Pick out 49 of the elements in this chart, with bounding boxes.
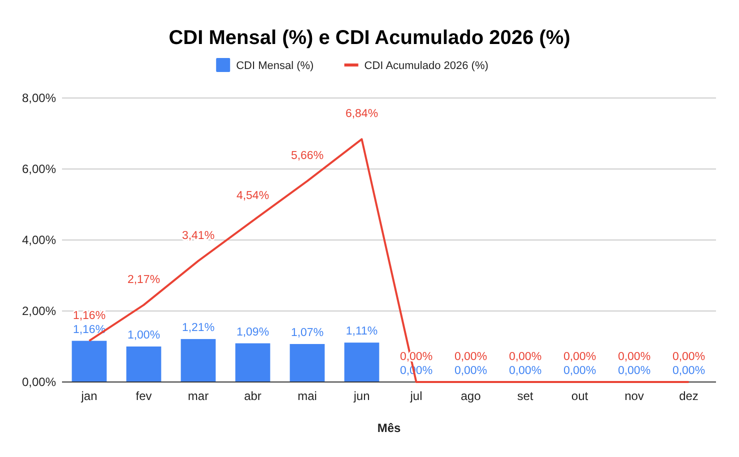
data-label: 1,16% bbox=[72, 310, 106, 322]
bar bbox=[290, 344, 325, 382]
data-label: 1,09% bbox=[236, 326, 270, 338]
data-label: 6,84% bbox=[345, 108, 378, 120]
x-tick-label: jul bbox=[409, 389, 422, 403]
data-label: 0,00% bbox=[454, 351, 488, 363]
data-label: 4,54% bbox=[236, 190, 270, 202]
data-label: 0,00% bbox=[618, 351, 651, 363]
data-label: 1,16% bbox=[72, 324, 106, 336]
bar bbox=[126, 346, 162, 382]
x-tick-label: abr bbox=[244, 389, 262, 403]
x-tick-label: mai bbox=[298, 389, 317, 403]
data-label: 0,00% bbox=[508, 351, 542, 363]
legend-label: CDI Acumulado 2026 (%) bbox=[364, 60, 488, 72]
bar bbox=[235, 343, 270, 382]
x-tick-label: out bbox=[571, 389, 589, 403]
data-label: 3,41% bbox=[182, 230, 215, 242]
x-tick-label: dez bbox=[679, 389, 698, 403]
data-label: 0,00% bbox=[563, 351, 596, 363]
chart-title: CDI Mensal (%) e CDI Acumulado 2026 (%) bbox=[168, 27, 570, 49]
x-tick-label: jan bbox=[80, 389, 98, 403]
x-axis-title: Mês bbox=[377, 421, 401, 435]
y-tick-label: 0,00% bbox=[22, 375, 56, 389]
x-tick-label: fev bbox=[136, 389, 152, 403]
x-tick-label: ago bbox=[460, 389, 482, 403]
y-tick-label: 8,00% bbox=[22, 91, 56, 105]
data-label: 0,00% bbox=[672, 365, 706, 377]
data-label: 0,00% bbox=[563, 365, 596, 377]
y-tick-label: 4,00% bbox=[22, 233, 56, 247]
y-tick-label: 6,00% bbox=[22, 162, 56, 176]
legend-label: CDI Mensal (%) bbox=[236, 60, 314, 72]
data-label: 1,07% bbox=[290, 327, 324, 340]
x-tick-label: mar bbox=[188, 389, 209, 403]
x-tick-label: jun bbox=[352, 389, 370, 403]
data-label: 1,11% bbox=[346, 326, 378, 338]
data-label: 0,00% bbox=[618, 365, 651, 377]
bar bbox=[180, 339, 216, 382]
bar bbox=[72, 340, 107, 382]
data-label: 1,00% bbox=[127, 330, 160, 342]
data-label: 1,21% bbox=[182, 322, 215, 334]
y-tick-label: 2,00% bbox=[22, 304, 56, 318]
bar bbox=[344, 342, 380, 382]
x-tick-label: nov bbox=[624, 389, 644, 403]
data-label: 0,00% bbox=[672, 351, 706, 363]
data-label: 2,17% bbox=[127, 274, 160, 286]
data-label: 0,00% bbox=[508, 365, 542, 377]
x-tick-label: set bbox=[517, 389, 534, 403]
data-label: 0,00% bbox=[454, 365, 488, 377]
data-label: 5,66% bbox=[290, 150, 324, 162]
